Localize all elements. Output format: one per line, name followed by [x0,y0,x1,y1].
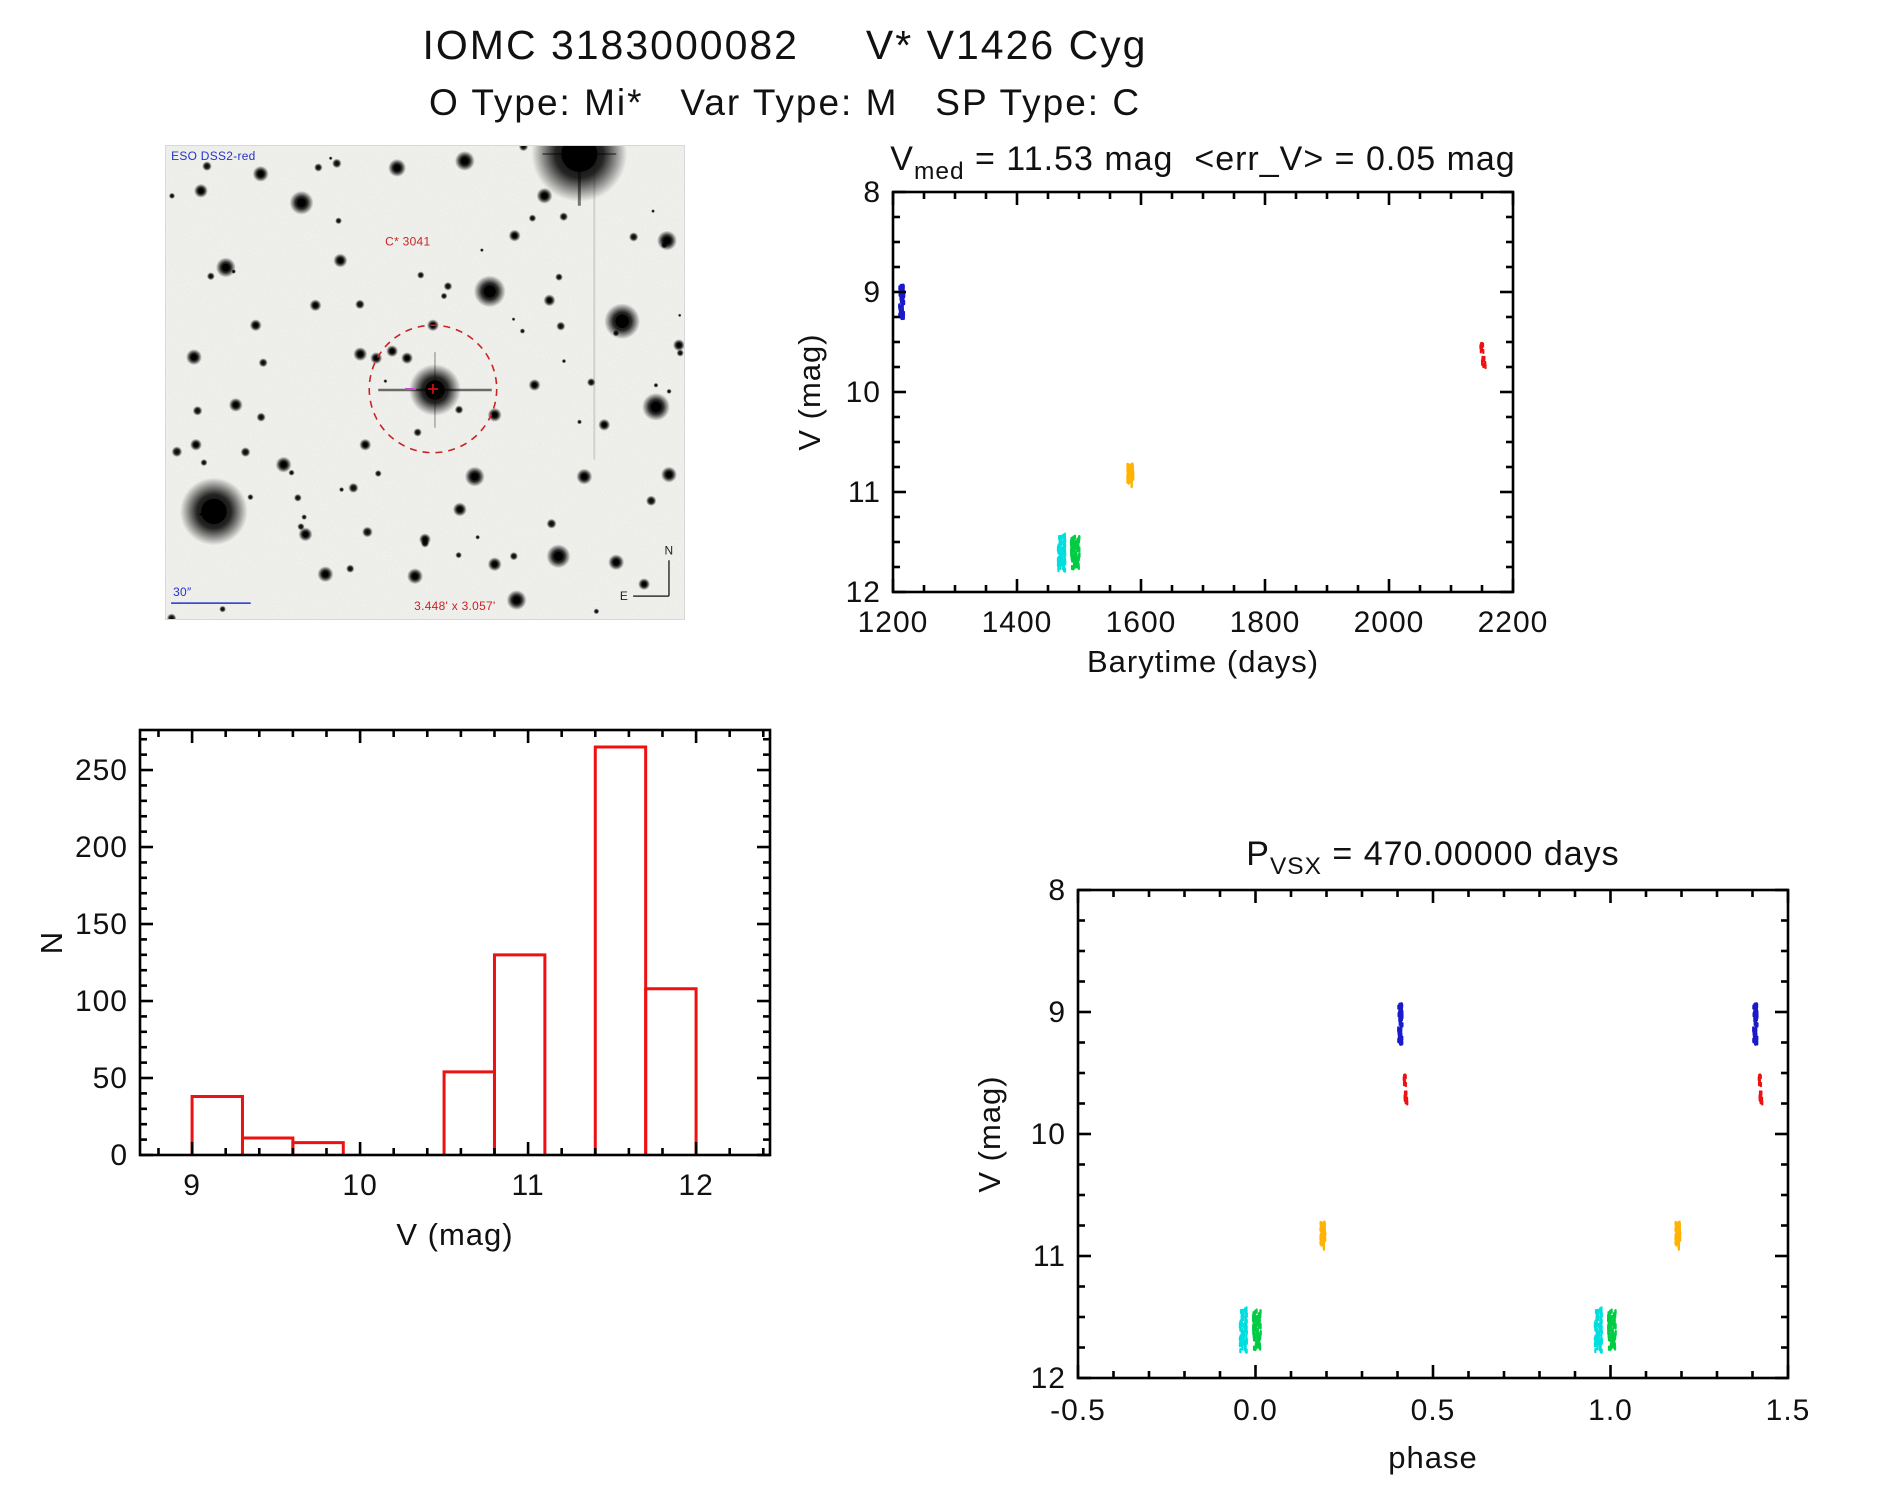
histogram-xaxis-label: V (mag) [396,1217,513,1252]
lightcurve-xtick-label: 1800 [1230,606,1301,639]
histogram-bar [240,1136,295,1155]
histogram-xtick-label: 11 [512,1169,545,1202]
histogram-xtick-label: 9 [183,1169,201,1202]
phase-xtick-label: 1.0 [1588,1394,1633,1427]
histogram-yaxis-label: N [40,931,69,954]
fov-label: 3.448' x 3.057' [414,599,495,613]
lightcurve-xtick-label: 1600 [1106,606,1177,639]
histogram-bar [291,1141,345,1155]
lightcurve-ytick-label: 11 [848,476,881,509]
compass-north-label: N [665,543,674,557]
lightcurve-svg: 1200 1400 1600 1800 2000 2200 8 9 10 11 12 Barytime… [792,140,1549,679]
phase-series-phase-orange [1319,1220,1682,1251]
lightcurve-xaxis-label: Barytime (days) [1087,644,1319,679]
histogram-bar [593,745,648,1155]
lightcurve-yaxis-label: V (mag) [792,333,827,450]
target-circle [368,324,498,454]
lightcurve-axes: 1200 1400 1600 1800 2000 2200 8 9 10 11 12 [846,176,1549,639]
page-header: IOMC 3183000082 V* V1426 Cyg O Type: Mi*… [0,0,1570,124]
phase-ytick-label: 11 [1033,1240,1066,1273]
lightcurve-xtick-label: 1200 [858,606,929,639]
histogram-ytick-label: 200 [75,831,128,864]
histogram-ytick-label: 250 [75,754,128,787]
lightcurve-xtick-label: 2200 [1478,606,1549,639]
histogram-bars [190,745,698,1155]
lightcurve-xtick-label: 1400 [982,606,1053,639]
lightcurve-ytick-label: 10 [846,376,881,409]
scale-label: 30″ [173,585,191,599]
phase-ytick-label: 9 [1048,996,1066,1029]
lightcurve-ytick-label: 8 [863,176,881,209]
compass-east-label: E [620,589,628,603]
lightcurve-series-epoch-orange [1126,462,1135,489]
page-subtitle: O Type: Mi* Var Type: M SP Type: C [428,82,1142,123]
lightcurve-xtick-label: 2000 [1354,606,1425,639]
phase-series-phase-green [1252,1308,1617,1352]
histogram-ytick-label: 0 [110,1139,128,1172]
histogram-ytick-label: 50 [93,1062,128,1095]
phase-ytick-label: 10 [1031,1118,1066,1151]
phase-yaxis-label: V (mag) [972,1075,1007,1192]
phase-ytick-label: 12 [1031,1362,1066,1395]
ccd-bleed-column [593,146,596,460]
lightcurve-plot-title: Vmed = 11.53 mag <err_V> = 0.05 mag [890,140,1515,185]
lightcurve-plot-panel: 1200 1400 1600 1800 2000 2200 8 9 10 11 12 Barytime… [760,130,1570,690]
phase-xtick-label: -0.5 [1050,1394,1106,1427]
phase-xaxis-label: phase [1388,1440,1477,1475]
phase-series-phase-red [1402,1073,1764,1106]
phase-ytick-label: 8 [1048,874,1066,907]
phase-plot-title: PVSX = 470.00000 days [1246,835,1619,880]
phase-series-phase-blue [1397,1002,1759,1046]
phase-svg: -0.5 0.0 0.5 1.0 1.5 8 9 10 11 12 phase V (mag) PVSX… [972,835,1811,1475]
lightcurve-series-epoch-cyan [1056,532,1067,573]
phase-xtick-label: 0.0 [1233,1394,1278,1427]
histogram-xtick-label: 12 [678,1169,713,1202]
histogram-axes: 9 10 11 12 0 50 100 150 200 250 [75,728,772,1202]
histogram-xtick-label: 10 [342,1169,377,1202]
survey-label: ESO DSS2-red [171,149,256,163]
histogram-bar [190,1094,244,1155]
lightcurve-series-epoch-green [1069,534,1081,571]
finder-chart-panel: ESO DSS2-red C* 3041 30″ 3.448' x 3.057' N E [165,106,685,623]
histogram-svg: 9 10 11 12 0 50 100 150 200 250 V (mag) N [34,728,772,1252]
page-title: IOMC 3183000082 V* V1426 Cyg [422,22,1148,68]
lightcurve-series-epoch-blue [898,283,906,321]
lightcurve-series-epoch-red [1479,341,1487,370]
compass: NE [620,543,674,603]
lightcurve-ytick-label: 12 [846,576,881,609]
phase-series-phase-cyan [1238,1306,1603,1354]
magnitude-histogram-panel: 9 10 11 12 0 50 100 150 200 250 V (mag) N [34,700,800,1290]
histogram-bar [644,987,698,1155]
histogram-bar [442,1070,496,1155]
phase-folded-plot-panel: -0.5 0.0 0.5 1.0 1.5 8 9 10 11 12 phase V (mag) PVSX… [900,820,1889,1494]
phase-xtick-label: 0.5 [1411,1394,1456,1427]
phase-xtick-label: 1.5 [1766,1394,1811,1427]
star-id-label: C* 3041 [385,235,430,249]
lightcurve-ytick-label: 9 [863,276,881,309]
histogram-bar [492,953,547,1155]
phase-axes: -0.5 0.0 0.5 1.0 1.5 8 9 10 11 12 [1031,874,1811,1427]
histogram-ytick-label: 100 [75,985,128,1018]
histogram-ytick-label: 150 [75,908,128,941]
